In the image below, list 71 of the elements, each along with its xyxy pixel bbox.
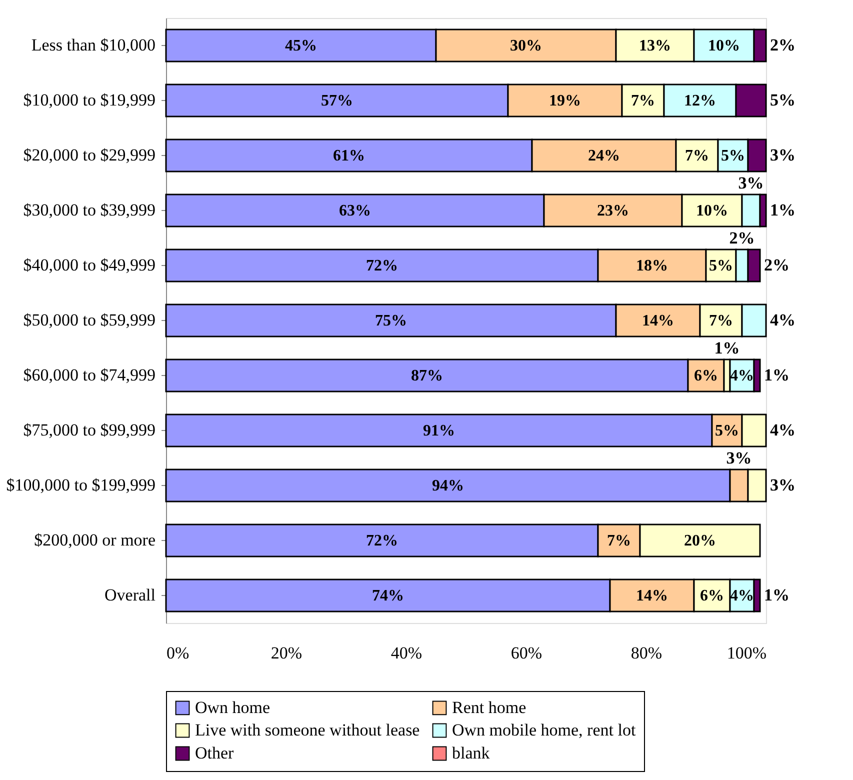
- x-tick-label: 40%: [390, 644, 422, 662]
- y-tick-label: $50,000 to $59,999: [23, 310, 156, 330]
- data-label: 5%: [715, 422, 739, 440]
- data-label: 4%: [770, 310, 796, 330]
- data-label: 3%: [738, 174, 764, 192]
- data-label: 87%: [411, 368, 443, 384]
- data-label: 19%: [549, 92, 581, 110]
- data-label: 1%: [764, 366, 790, 384]
- y-tick-label: $100,000 to $199,999: [6, 476, 156, 494]
- y-tick-label: Less than $10,000: [31, 36, 156, 54]
- data-label: 7%: [631, 92, 655, 110]
- data-label: 72%: [366, 258, 398, 274]
- y-tick-label: Overall: [104, 586, 156, 604]
- y-tick-label: $30,000 to $39,999: [23, 200, 156, 220]
- data-label: 91%: [423, 422, 455, 440]
- y-tick-label: $60,000 to $74,999: [23, 366, 156, 384]
- data-label: 14%: [636, 588, 668, 604]
- data-label: 1%: [714, 338, 740, 358]
- data-label: 57%: [321, 92, 353, 110]
- data-label: 94%: [432, 478, 464, 494]
- data-label: 7%: [685, 148, 709, 164]
- data-label: 24%: [588, 148, 620, 164]
- data-label: 20%: [684, 532, 716, 550]
- data-label: 18%: [636, 258, 668, 274]
- y-tick-label: $20,000 to $29,999: [23, 146, 156, 164]
- data-label: 1%: [764, 586, 790, 604]
- data-label: 4%: [770, 420, 796, 440]
- data-label: 6%: [700, 588, 724, 604]
- data-label: 75%: [375, 312, 407, 330]
- data-label: 10%: [708, 38, 740, 54]
- x-tick-label: 60%: [510, 644, 542, 662]
- x-tick-label: 100%: [726, 644, 766, 662]
- data-label: 3%: [726, 448, 752, 468]
- data-label: 3%: [770, 146, 796, 164]
- legend-label: Own mobile home, rent lot: [452, 720, 636, 740]
- x-tick-label: 80%: [630, 644, 662, 662]
- legend-label: Rent home: [452, 698, 526, 717]
- data-label: 74%: [372, 588, 404, 604]
- y-tick-label: $200,000 or more: [34, 530, 156, 550]
- data-label: 4%: [730, 368, 754, 384]
- data-label: 1%: [770, 200, 796, 220]
- data-label: 13%: [639, 38, 671, 54]
- data-label: 5%: [721, 148, 745, 164]
- data-label: 5%: [770, 90, 796, 110]
- data-label: 5%: [709, 258, 733, 274]
- x-tick-label: 0%: [166, 644, 190, 662]
- y-tick-label: $10,000 to $19,999: [23, 90, 156, 110]
- data-label: 12%: [684, 92, 716, 110]
- data-label: 72%: [366, 532, 398, 550]
- y-tick-label: $40,000 to $49,999: [23, 256, 156, 274]
- data-label: 3%: [770, 476, 796, 494]
- data-label: 7%: [709, 312, 733, 330]
- data-label: 2%: [729, 228, 755, 248]
- data-label: 7%: [607, 532, 631, 550]
- data-label: 2%: [764, 256, 790, 274]
- legend-label: Other: [195, 744, 234, 762]
- x-tick-label: 20%: [270, 644, 302, 662]
- legend-label: blank: [452, 744, 490, 762]
- y-tick-label: $75,000 to $99,999: [23, 420, 156, 440]
- data-label: 2%: [770, 36, 796, 54]
- data-label: 45%: [285, 38, 317, 54]
- data-label: 14%: [642, 312, 674, 330]
- legend-label: Live with someone without lease: [195, 720, 420, 740]
- data-label: 4%: [730, 588, 754, 604]
- data-label: 61%: [333, 148, 365, 164]
- legend-label: Own home: [195, 698, 270, 717]
- data-label: 23%: [597, 202, 629, 220]
- data-label: 63%: [339, 202, 371, 220]
- data-label: 6%: [694, 368, 718, 384]
- data-label: 10%: [696, 202, 728, 220]
- data-label: 30%: [510, 38, 542, 54]
